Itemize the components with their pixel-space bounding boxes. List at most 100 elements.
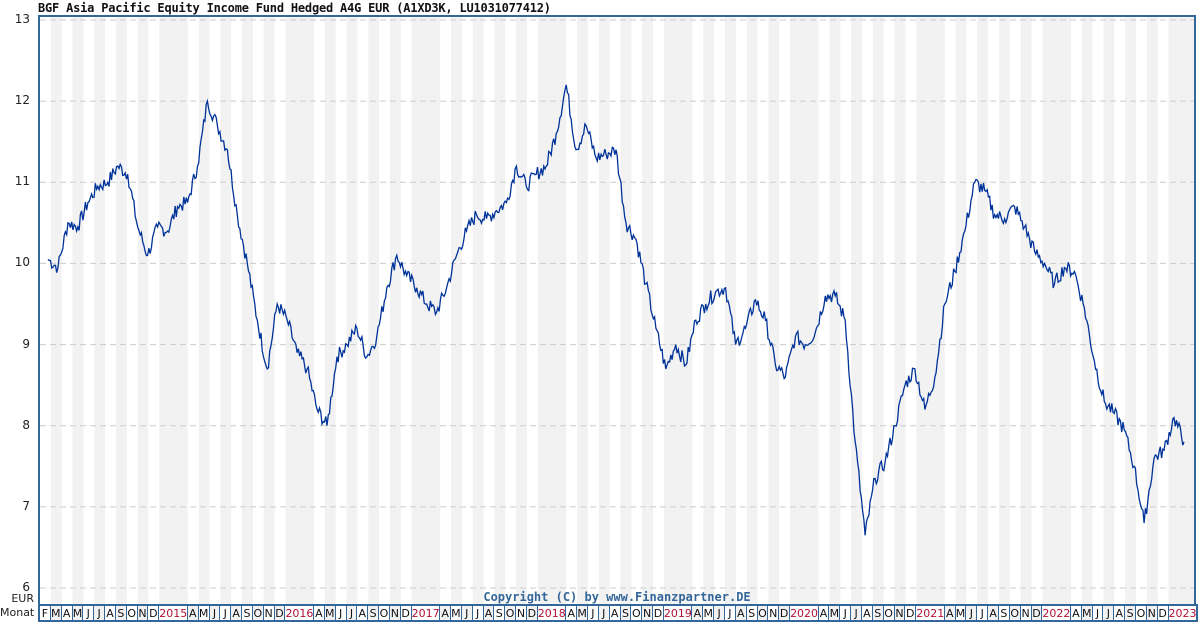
- x-axis-label: Monat: [0, 606, 35, 619]
- month-label: A: [440, 606, 451, 620]
- month-label: A: [1114, 606, 1126, 620]
- month-label: S: [999, 606, 1010, 620]
- month-label: O: [505, 606, 517, 620]
- month-label: N: [769, 606, 780, 620]
- month-label: S: [242, 606, 253, 620]
- month-label: S: [747, 606, 758, 620]
- month-label: A: [735, 606, 747, 620]
- year-label: 2019: [663, 606, 693, 620]
- month-label: A: [357, 606, 369, 620]
- month-label: O: [757, 606, 769, 620]
- month-label: J: [1093, 606, 1104, 620]
- month-label: A: [231, 606, 243, 620]
- month-bands: [50, 17, 1194, 604]
- month-axis: F M A M J J A S O N D 2015 A M J J A S O N D 2016 A M J J A S O N D 201…: [38, 604, 1198, 622]
- month-label: J: [461, 606, 473, 620]
- month-label: J: [336, 606, 347, 620]
- month-label: N: [1146, 606, 1158, 620]
- month-label: M: [829, 606, 841, 620]
- month-label: O: [884, 606, 895, 620]
- month-label: J: [588, 606, 599, 620]
- y-tick-label: 6: [22, 580, 30, 594]
- y-tick-label: 11: [14, 174, 30, 189]
- month-label: M: [1081, 606, 1093, 620]
- month-label: J: [83, 606, 95, 620]
- month-label: O: [252, 606, 264, 620]
- month-label: A: [483, 606, 495, 620]
- month-label: S: [620, 606, 632, 620]
- month-label: F: [40, 606, 51, 620]
- month-label: J: [714, 606, 725, 620]
- month-label: M: [451, 606, 462, 620]
- month-label: D: [779, 606, 791, 620]
- month-label: D: [401, 606, 412, 620]
- year-label: 2017: [411, 606, 441, 620]
- year-label: 2022: [1042, 606, 1071, 620]
- month-label: D: [274, 606, 286, 620]
- year-label: 2016: [285, 606, 314, 620]
- month-label: A: [62, 606, 73, 620]
- month-label: J: [966, 606, 978, 620]
- month-label: O: [631, 606, 643, 620]
- month-label: D: [526, 606, 538, 620]
- month-label: M: [72, 606, 84, 620]
- month-label: O: [1009, 606, 1021, 620]
- y-axis-unit: EUR: [11, 592, 34, 605]
- y-tick-label: 10: [14, 255, 30, 270]
- month-label: A: [692, 606, 704, 620]
- year-label: 2018: [537, 606, 567, 620]
- month-label: N: [894, 606, 906, 620]
- month-label: A: [187, 606, 199, 620]
- y-tick-label: 12: [14, 93, 30, 108]
- month-label: N: [516, 606, 527, 620]
- month-label: M: [577, 606, 588, 620]
- year-label: 2020: [790, 606, 819, 620]
- month-label: N: [137, 606, 149, 620]
- month-label: O: [379, 606, 390, 620]
- month-label: A: [314, 606, 325, 620]
- year-label: 2023: [1168, 607, 1197, 620]
- month-label: S: [1125, 606, 1136, 620]
- plot-area: [38, 15, 1196, 604]
- month-label: A: [610, 606, 621, 620]
- month-label: J: [94, 606, 106, 620]
- month-label: J: [346, 606, 358, 620]
- month-label: J: [725, 606, 736, 620]
- y-tick-label: 7: [22, 498, 30, 513]
- month-label: A: [862, 606, 873, 620]
- month-label: A: [566, 606, 578, 620]
- price-chart: [40, 17, 1194, 604]
- month-label: M: [703, 606, 715, 620]
- price-line: [47, 84, 1185, 536]
- month-label: J: [840, 606, 852, 620]
- month-label: A: [105, 606, 116, 620]
- month-label: N: [1021, 606, 1032, 620]
- month-label: M: [198, 606, 210, 620]
- month-label: J: [851, 606, 862, 620]
- month-label: O: [127, 606, 138, 620]
- month-label: D: [1158, 606, 1169, 620]
- month-label: O: [1136, 606, 1147, 620]
- month-label: D: [149, 606, 160, 620]
- month-label: D: [906, 606, 917, 620]
- month-label: M: [50, 606, 62, 620]
- y-tick-label: 13: [14, 12, 30, 26]
- month-label: D: [653, 606, 664, 620]
- month-label: J: [598, 606, 610, 620]
- month-label: S: [368, 606, 380, 620]
- month-label: N: [389, 606, 401, 620]
- month-label: S: [872, 606, 884, 620]
- year-label: 2015: [159, 606, 188, 620]
- month-label: N: [642, 606, 654, 620]
- y-tick-label: 8: [22, 417, 30, 432]
- month-label: S: [494, 606, 506, 620]
- y-tick-label: 9: [22, 336, 30, 351]
- month-label: J: [977, 606, 989, 620]
- month-label: M: [324, 606, 336, 620]
- month-label: A: [1071, 606, 1082, 620]
- month-label: D: [1031, 606, 1043, 620]
- month-label: N: [264, 606, 275, 620]
- month-label: J: [209, 606, 221, 620]
- month-label: A: [819, 606, 830, 620]
- month-label: A: [988, 606, 999, 620]
